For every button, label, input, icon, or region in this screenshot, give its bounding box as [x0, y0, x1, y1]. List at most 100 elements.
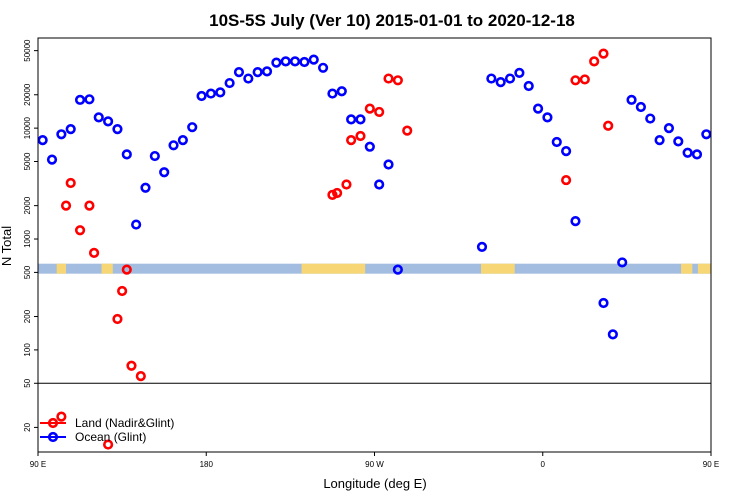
ocean-point [504, 73, 516, 84]
land-point [103, 439, 114, 450]
ocean-point [663, 123, 675, 134]
ocean-point [271, 57, 282, 68]
land-point [74, 225, 86, 236]
land-segment [481, 263, 515, 274]
legend: Land (Nadir&Glint) Ocean (Glint) [40, 416, 174, 444]
y-tick-label: 1000 [23, 230, 32, 248]
x-tick-label: 180 [200, 460, 214, 469]
ocean-point [532, 103, 544, 114]
ocean-point [93, 112, 104, 123]
ocean-point [233, 67, 245, 78]
ocean-point [570, 216, 581, 227]
land-point [374, 106, 385, 118]
ocean-point [617, 257, 628, 268]
ocean-point [495, 77, 506, 88]
ocean-point [252, 67, 263, 78]
y-axis: 20 50 100 200 500 1000 2000 5000 10000 20000 50000 [23, 39, 38, 432]
land-segment [301, 263, 366, 274]
land-point [603, 120, 614, 131]
ocean-point [476, 241, 488, 252]
land-point [355, 130, 366, 142]
ocean-point [374, 179, 385, 190]
ocean-point [280, 56, 291, 67]
legend-entry-land: Land (Nadir&Glint) [40, 416, 174, 430]
plot-frame [37, 37, 712, 453]
chart-title: 10S-5S July (Ver 10) 2015-01-01 to 2020-… [209, 11, 575, 30]
ocean-point [317, 62, 329, 73]
ocean-point [542, 112, 553, 123]
land-segment [697, 263, 711, 274]
y-tick-label: 50000 [23, 39, 32, 62]
land-point [392, 75, 403, 86]
data-points [37, 48, 712, 450]
ocean-point [561, 146, 572, 157]
x-tick-label: 90 W [365, 460, 384, 469]
ocean-point [346, 114, 357, 125]
land-point [121, 264, 132, 275]
ocean-point [121, 149, 132, 160]
ocean-point [187, 122, 198, 133]
legend-marker-ocean [47, 431, 59, 443]
legend-marker-land [47, 417, 59, 429]
land-point [579, 74, 590, 85]
ocean-point [56, 129, 67, 140]
ocean-point [701, 129, 712, 140]
ocean-point [514, 67, 525, 78]
ocean-point [159, 167, 170, 178]
land-ocean-band [38, 263, 711, 274]
ocean-point [215, 87, 226, 98]
x-tick-label: 90 E [703, 460, 719, 469]
ocean-point [289, 56, 301, 67]
ocean-point [46, 154, 58, 165]
ocean-point [654, 135, 665, 146]
land-point [60, 200, 72, 211]
land-point [402, 125, 413, 136]
ocean-point [196, 90, 207, 102]
land-point [126, 360, 137, 371]
legend-entry-ocean: Ocean (Glint) [40, 430, 146, 444]
y-tick-label: 10000 [23, 116, 32, 139]
y-tick-label: 5000 [23, 152, 32, 170]
ocean-point [645, 113, 656, 124]
x-tick-label: 0 [541, 460, 546, 469]
ocean-point [327, 88, 338, 99]
land-point [561, 174, 572, 186]
land-point [570, 75, 581, 86]
x-axis: 90 E 180 90 W 0 90 E [30, 452, 719, 469]
ocean-point [205, 88, 217, 99]
ocean-point [336, 86, 347, 97]
ocean-point [626, 94, 637, 105]
y-tick-label: 100 [23, 343, 32, 357]
y-tick-label: 20000 [23, 83, 32, 106]
ocean-point [140, 182, 151, 193]
ocean-point [551, 136, 562, 148]
y-tick-label: 20 [23, 422, 32, 431]
land-point [117, 285, 128, 297]
y-tick-label: 50 [23, 378, 32, 387]
land-point [598, 48, 609, 59]
ocean-point [243, 73, 254, 84]
ocean-point [131, 219, 142, 230]
ocean-point [635, 101, 646, 113]
ocean-point [177, 135, 188, 146]
ocean-point [682, 147, 693, 158]
land-point [346, 135, 357, 146]
ocean-point [103, 116, 114, 127]
ocean-point [261, 66, 273, 77]
y-tick-label: 2000 [23, 196, 32, 214]
legend-label-land: Land (Nadir&Glint) [75, 416, 174, 430]
ocean-point [299, 56, 310, 68]
land-point [341, 179, 352, 190]
ocean-point [364, 141, 375, 152]
ocean-point [691, 149, 703, 160]
land-segment [681, 263, 693, 274]
land-point [383, 73, 394, 84]
ocean-point [673, 136, 684, 147]
ocean-point [37, 135, 48, 146]
land-point [65, 177, 76, 189]
ocean-point [486, 73, 497, 84]
ocean-point [74, 94, 86, 105]
y-tick-label: 500 [23, 265, 32, 279]
x-axis-title: Longitude (deg E) [323, 476, 426, 491]
ocean-point [598, 297, 609, 309]
